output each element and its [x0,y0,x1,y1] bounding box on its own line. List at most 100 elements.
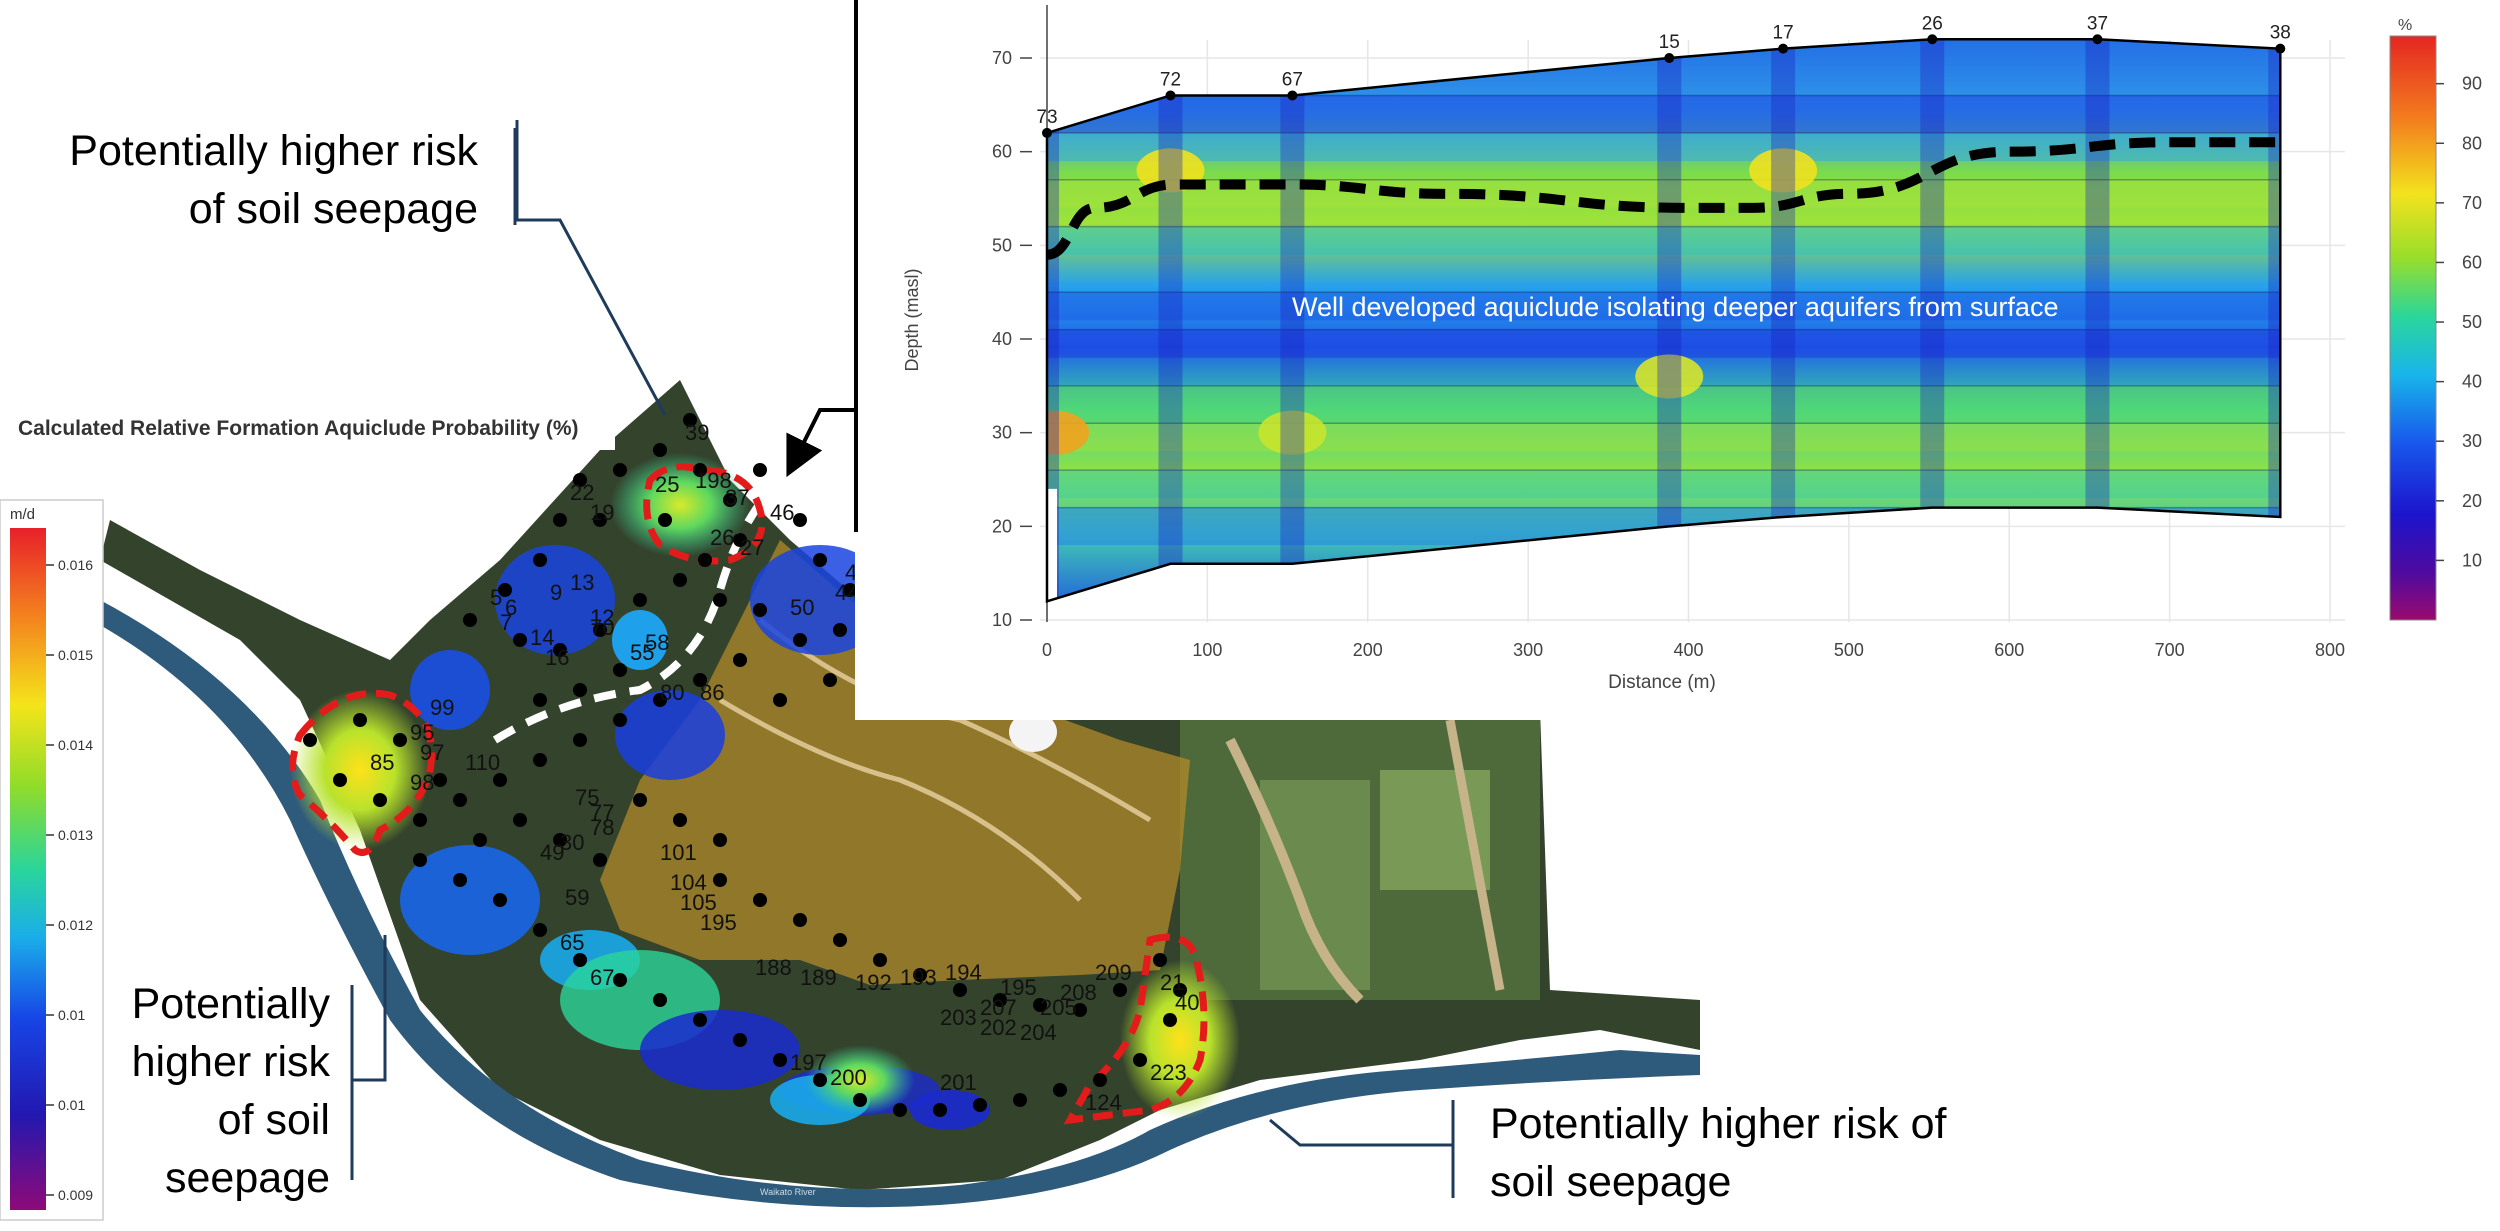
colorbar-tick-label: 80 [2462,133,2482,153]
y-tick-label: 20 [992,516,1012,536]
borehole-dot [843,583,857,597]
map-legend-colorbar [10,528,46,1210]
borehole-dot [303,733,317,747]
colorbar-tick-label: 10 [2462,550,2482,570]
well-column [1047,40,1059,602]
callout-bottom-left: Potentially higher risk of soil seepage [105,975,330,1207]
well-marker [1927,34,1938,45]
contour-blob [640,1010,800,1090]
well-column [1280,40,1305,602]
borehole-dot [753,603,767,617]
borehole-dot [373,793,387,807]
well-marker [1042,127,1052,138]
well-column [2268,40,2281,602]
cross-section-panel: 73 72 67 15 17 26 37 38 0 100 200 300 400 500 600 700 8… [854,0,2500,720]
borehole-label: 195 [1000,975,1037,1000]
well-label: 67 [1282,69,1303,90]
borehole-label: 203 [940,1005,977,1030]
borehole-label: 14 [530,625,554,650]
map-legend-ticks: 0.016 0.015 0.014 0.013 0.012 0.01 0.01 0.009 [46,557,93,1203]
borehole-dot [713,833,727,847]
borehole-label: 202 [980,1015,1017,1040]
map-title-box [0,410,615,450]
borehole-label: 50 [790,595,814,620]
borehole-label: 223 [1150,1060,1187,1085]
risk-outline [1063,933,1208,1125]
risk-outline [643,463,766,565]
borehole-label: 26 [710,525,734,550]
well-column [1657,40,1682,602]
borehole-label: 195 [700,910,737,935]
borehole-label: 201 [940,1070,977,1095]
borehole-dot [513,813,527,827]
borehole-label: 193 [900,965,937,990]
contour-band [1047,470,2281,499]
well-label: 72 [1160,69,1181,90]
borehole-label: 21 [1160,970,1184,995]
borehole-label: 189 [800,965,837,990]
borehole-label: 110 [465,750,500,775]
borehole-dot [773,1053,787,1067]
well-column [1158,40,1183,602]
legend-tick-label: 0.009 [58,1187,93,1203]
borehole-label: 37 [725,485,749,510]
section-annotation: Well developed aquiclude isolating deepe… [1292,292,2058,322]
borehole-dot [333,773,347,787]
borehole-dot [753,463,767,477]
borehole-label: 95 [410,720,434,745]
x-tick-label: 500 [1834,640,1864,660]
well-marker [1778,43,1789,54]
borehole-label: 59 [565,885,589,910]
well-label: 26 [1922,13,1943,34]
borehole-dot [633,793,647,807]
borehole-label: 40 [1175,990,1199,1015]
x-tick-label: 0 [1042,640,1052,660]
borehole-label: 204 [1020,1020,1057,1045]
well-label: 38 [2270,23,2291,44]
borehole-dot [533,693,547,707]
colorbar-unit: % [2398,17,2412,34]
borehole-dot [773,693,787,707]
contour-band [1047,423,2281,452]
contour-blob [1120,960,1240,1120]
y-tick-label: 70 [992,48,1012,68]
y-tick-label: 10 [992,610,1012,630]
colorbar-tick-label: 70 [2462,193,2482,213]
borehole-dot [793,913,807,927]
y-tick-label: 30 [992,423,1012,443]
borehole-dot [893,1103,907,1117]
contour-blob [805,1045,915,1115]
contour-blob [400,845,540,955]
borehole-label: 49 [540,840,564,865]
colorbar-ticks: 10 20 30 40 50 60 70 80 90 [2436,74,2482,570]
callout-leader [515,120,667,416]
borehole-dot [453,873,467,887]
y-axis-ticks: 10 20 30 40 50 60 70 [992,48,1032,630]
access-road [1445,719,1505,991]
y-tick-label: 40 [992,329,1012,349]
x-axis-label: Distance (m) [1608,672,1716,693]
borehole-dot [1113,983,1127,997]
y-tick-label: 50 [992,235,1012,255]
access-road [1225,737,1364,1004]
borehole-dot [1013,1093,1027,1107]
borehole-dot [813,553,827,567]
x-tick-label: 700 [2155,640,2185,660]
borehole-dot [658,513,672,527]
borehole-dot [913,968,927,982]
borehole-label: 13 [570,570,594,595]
borehole-dot [433,773,447,787]
well-marker [1287,90,1298,101]
map-title: Calculated Relative Formation Aquiclude … [18,417,578,440]
colorbar-tick-label: 40 [2462,372,2482,392]
x-axis-ticks: 0 100 200 300 400 500 600 700 800 [1042,640,2345,660]
well-label: 17 [1773,23,1794,44]
colorbar [2389,35,2437,621]
borehole-dot [593,513,607,527]
borehole-label: 86 [700,680,724,705]
borehole-label: 30 [560,830,584,855]
contour-blob [1749,148,1818,193]
flow-arrow [492,477,783,744]
borehole-dot [1133,1053,1147,1067]
borehole-dot [753,893,767,907]
